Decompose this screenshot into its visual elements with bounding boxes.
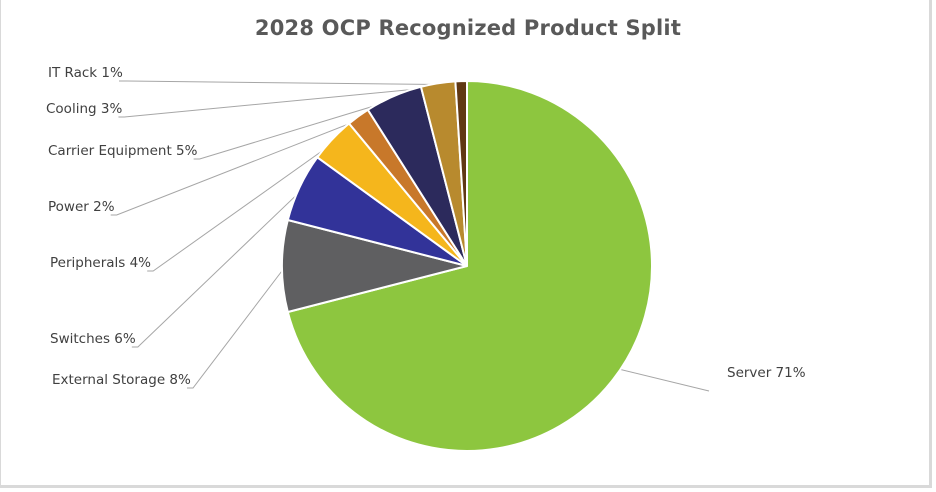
data-label-server: Server 71% <box>727 365 806 381</box>
data-label-it-rack: IT Rack 1% <box>48 65 123 81</box>
data-label-power: Power 2% <box>48 199 115 215</box>
leader-line <box>110 118 361 216</box>
data-label-peripherals: Peripherals 4% <box>50 255 151 271</box>
data-label-external-storage: External Storage 8% <box>52 372 191 388</box>
leader-line <box>193 99 396 160</box>
leader-line <box>187 265 287 389</box>
leader-line <box>131 188 304 348</box>
data-label-carrier-equipment: Carrier Equipment 5% <box>48 143 198 159</box>
data-label-cooling: Cooling 3% <box>46 101 122 117</box>
leader-line <box>147 141 336 272</box>
pie-slice-it-rack <box>454 79 468 267</box>
leader-line <box>118 86 439 118</box>
data-label-switches: Switches 6% <box>50 331 136 347</box>
pie-slice-external-storage <box>281 218 468 314</box>
leader-line <box>118 80 462 86</box>
pie-slice-server <box>286 79 653 452</box>
chart-title: 2028 OCP Recognized Product Split <box>254 16 682 40</box>
